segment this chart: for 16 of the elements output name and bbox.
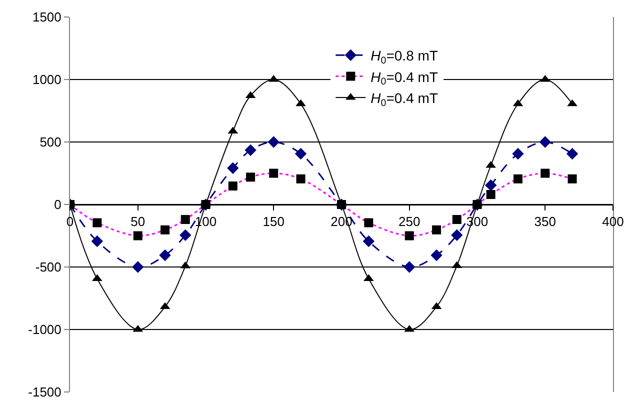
x-tick-label: 150: [262, 214, 284, 230]
legend-label: H$_{0}$=0.4 mT: [370, 68, 438, 88]
y-tick-label: 0: [54, 197, 62, 212]
y-tick-label: -500: [35, 260, 62, 275]
x-tick-label: 50: [130, 214, 146, 230]
y-tick-label: 500: [40, 134, 62, 150]
legend-label: H$_{0}$=0.4 mT: [370, 90, 438, 109]
y-tick-label: -1000: [28, 322, 62, 338]
x-tick-label: 0: [66, 214, 74, 230]
x-tick-label: 250: [398, 214, 420, 230]
legend-label: H$_{0}$=0.8 mT: [370, 48, 438, 66]
y-tick-label: 1500: [32, 10, 62, 25]
y-tick-label: -1500: [28, 384, 62, 400]
x-tick-label: 350: [534, 214, 556, 230]
x-tick-label: 400: [602, 214, 624, 230]
y-tick-label: 1000: [32, 72, 62, 88]
